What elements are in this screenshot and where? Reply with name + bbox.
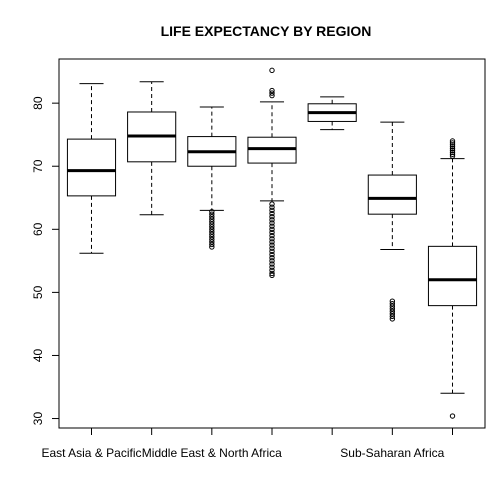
outlier-point: [269, 239, 275, 245]
plot-marks: 30 40 50 60 70 80 East Asia & Pacific Middle Ea…: [31, 58, 486, 460]
iqr-box: [247, 136, 297, 164]
iqr-box: [367, 174, 417, 215]
outlier-point: [269, 267, 275, 274]
outlier-point: [269, 264, 275, 270]
outlier-point: [269, 272, 275, 279]
outlier-point: [269, 87, 275, 94]
outlier-point: [209, 229, 215, 235]
outlier-point: [209, 221, 215, 227]
outlier-point: [269, 258, 275, 264]
y-tick-label: 50: [31, 285, 45, 299]
outlier-point: [269, 207, 275, 214]
outlier-point: [269, 248, 275, 255]
outlier-point: [269, 213, 275, 220]
outlier-point: [269, 201, 275, 207]
outlier-point: [269, 251, 275, 258]
outlier-point: [269, 242, 275, 248]
outlier-point: [449, 145, 456, 152]
chart-title: LIFE EXPECTANCY BY REGION: [161, 23, 372, 39]
outlier-point: [269, 92, 275, 99]
outlier-point: [269, 90, 275, 96]
outlier-point: [209, 213, 215, 220]
y-tick-label: 30: [31, 412, 45, 426]
outlier-point: [209, 244, 215, 250]
y-tick-label: 70: [31, 159, 45, 173]
outlier-point: [269, 67, 275, 74]
x-tick-label: Middle East & North Africa: [142, 446, 282, 460]
outlier-point: [209, 236, 215, 243]
outlier-point: [389, 308, 396, 315]
outlier-point: [269, 270, 275, 277]
outlier-point: [269, 254, 275, 261]
outlier-point: [449, 138, 456, 144]
y-tick-label: 80: [31, 96, 45, 110]
outlier-point: [269, 226, 275, 233]
outlier-point: [209, 224, 215, 230]
outlier-point: [389, 313, 396, 320]
outlier-point: [209, 216, 215, 222]
outlier-point: [209, 211, 215, 217]
outlier-point: [269, 217, 275, 223]
outlier-point: [269, 261, 275, 267]
outlier-point: [389, 311, 396, 317]
outlier-point: [209, 239, 215, 245]
outlier-point: [449, 149, 456, 156]
outlier-point: [269, 229, 275, 236]
outlier-point: [449, 147, 456, 154]
outlier-point: [269, 232, 275, 239]
outlier-point: [209, 208, 215, 215]
outlier-point: [449, 140, 456, 146]
outlier-point: [389, 301, 396, 307]
outlier-point: [209, 231, 215, 238]
x-tick-label: East Asia & Pacific: [41, 446, 141, 460]
outlier-point: [269, 245, 275, 251]
outlier-point: [389, 303, 396, 309]
x-tick-label: Sub-Saharan Africa: [340, 446, 444, 460]
iqr-box: [427, 245, 478, 307]
y-tick-label: 40: [31, 348, 45, 362]
outlier-point: [209, 234, 215, 240]
outlier-point: [389, 306, 396, 312]
outlier-point: [449, 151, 456, 157]
outlier-point: [449, 142, 456, 148]
outlier-point: [389, 298, 396, 304]
outlier-point: [389, 316, 396, 322]
iqr-box: [66, 138, 117, 197]
outlier-point: [449, 143, 456, 150]
outlier-point: [209, 226, 215, 233]
y-tick-label: 60: [31, 222, 45, 236]
outlier-point: [209, 241, 215, 248]
outlier-point: [269, 204, 275, 210]
outlier-point: [269, 236, 275, 242]
outlier-point: [209, 219, 215, 225]
outlier-point: [449, 413, 456, 419]
outlier-point: [269, 223, 275, 229]
outlier-point: [449, 153, 456, 159]
outlier-point: [269, 210, 275, 217]
outlier-point: [269, 220, 275, 226]
